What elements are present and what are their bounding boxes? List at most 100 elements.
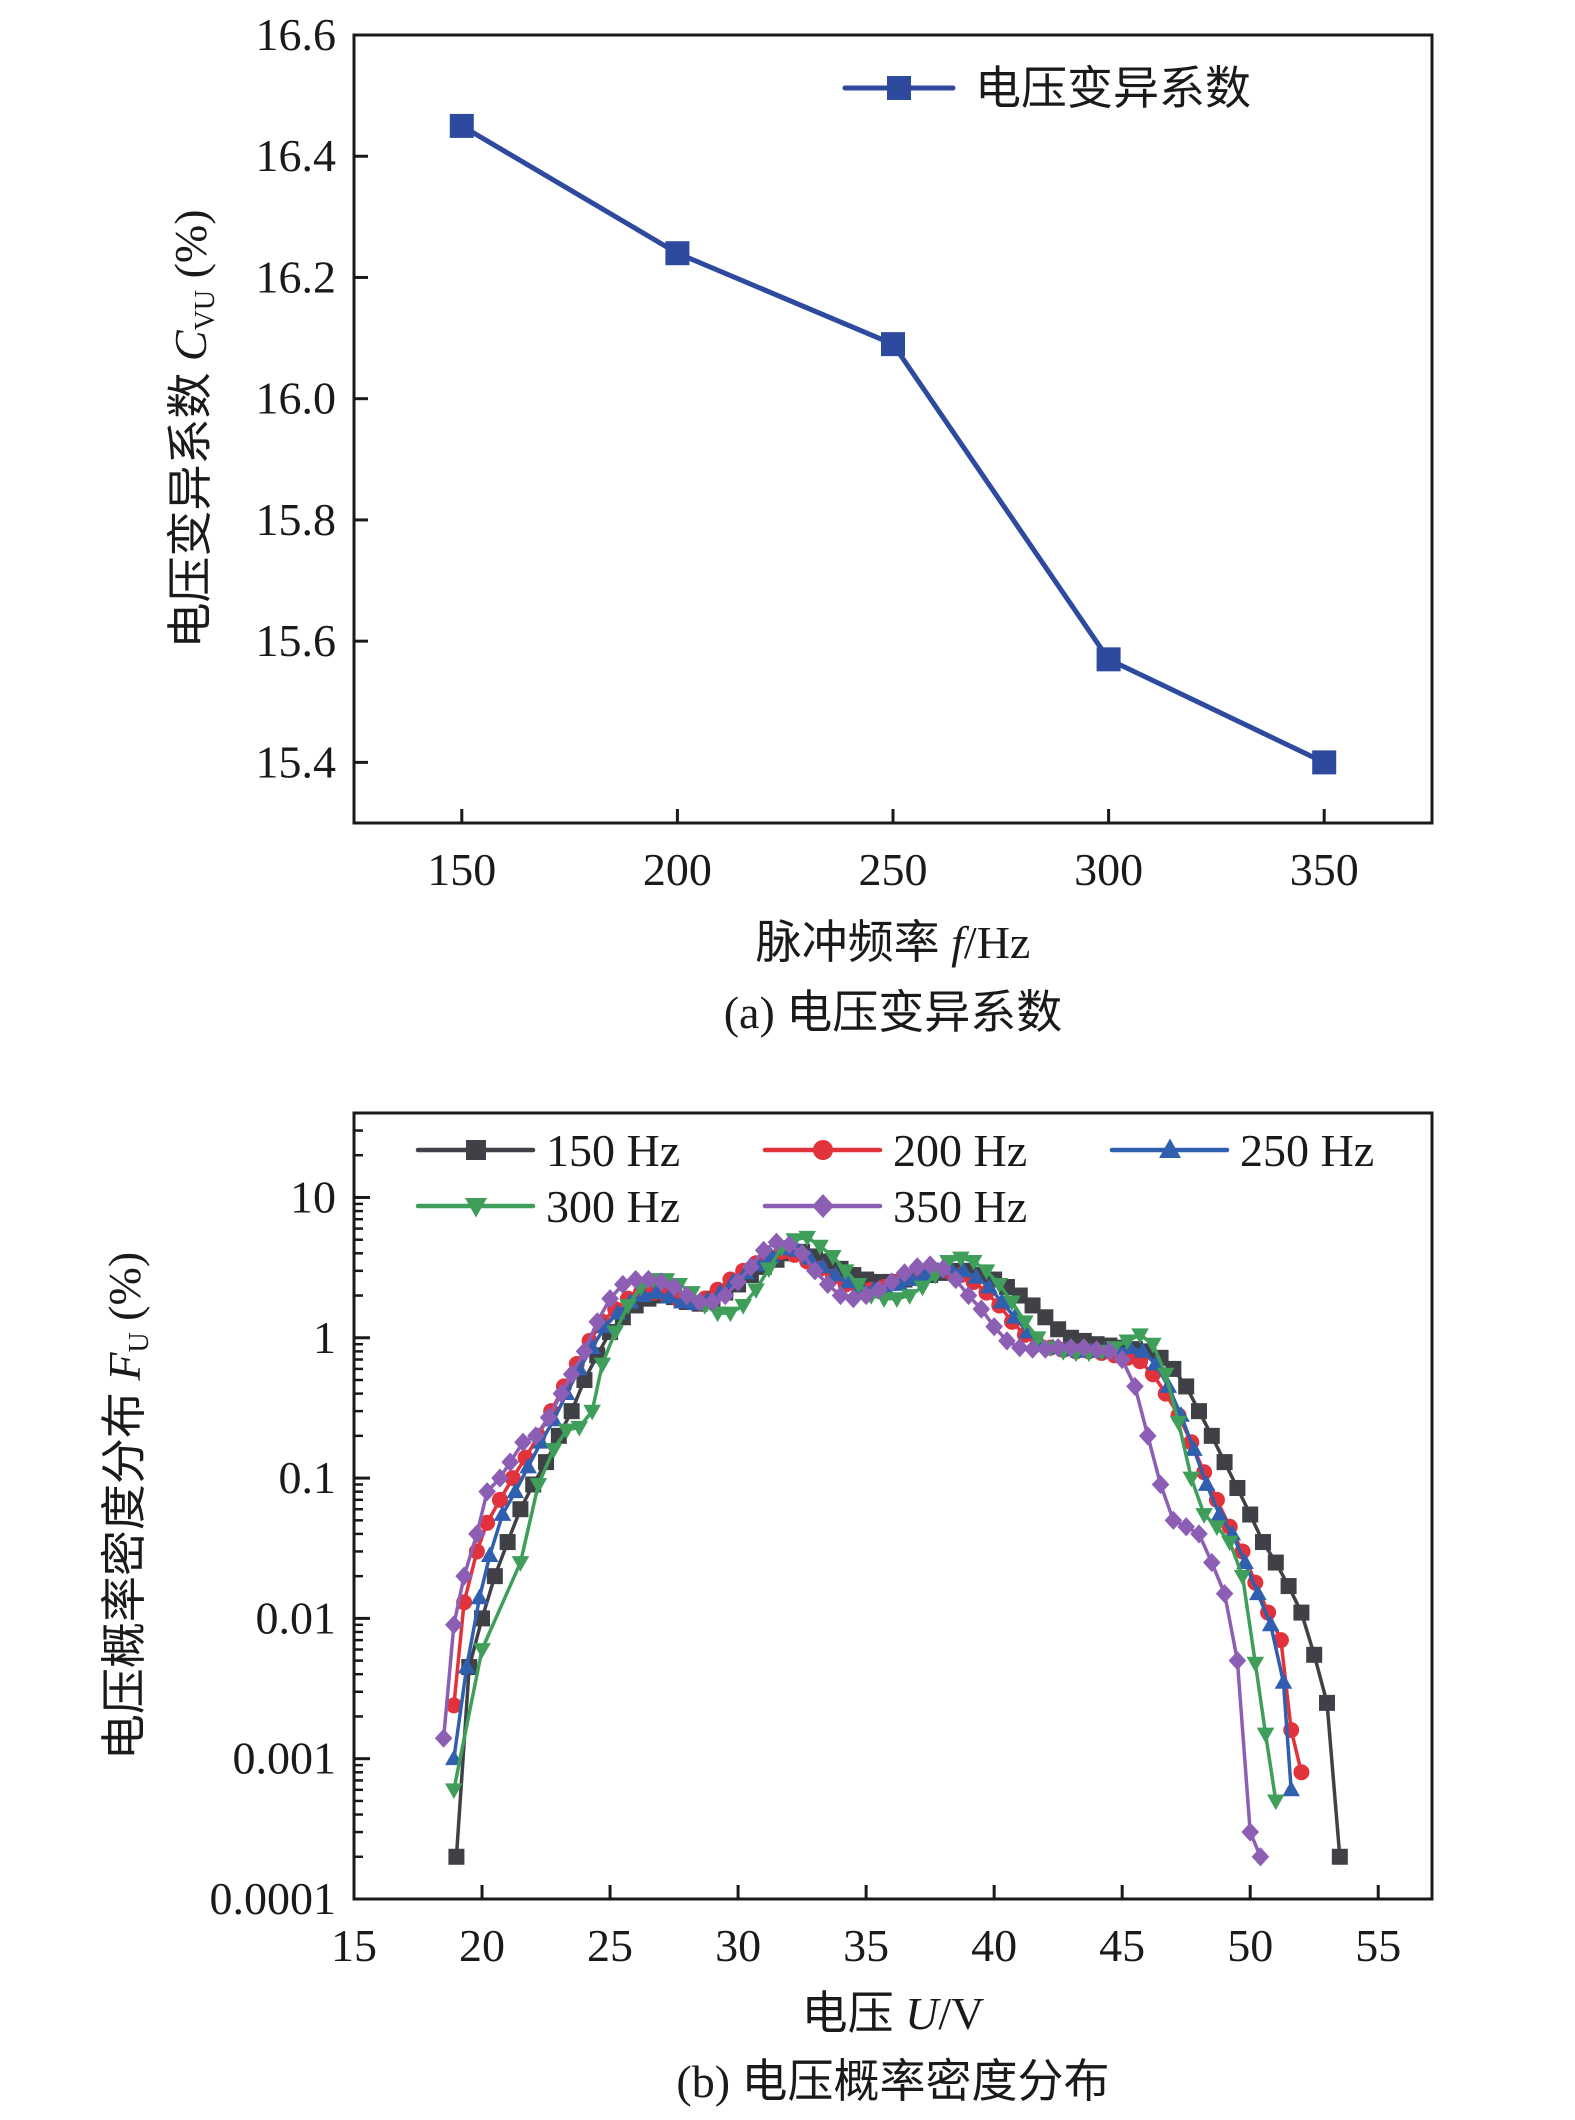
legend-item: 200 Hz [762, 1125, 1027, 1176]
data-point [512, 1501, 529, 1518]
data-point [511, 1556, 530, 1572]
data-point [665, 241, 690, 266]
y-tick-label: 15.6 [256, 615, 337, 666]
y-tick-label: 10 [290, 1171, 336, 1222]
data-point [939, 1255, 957, 1271]
data-point [614, 1274, 632, 1295]
data-point [690, 1292, 709, 1312]
data-point [1087, 1340, 1106, 1360]
data-point [493, 1505, 512, 1521]
series-line [452, 1235, 1278, 1802]
data-point [977, 1264, 996, 1281]
legend-label: 300 Hz [546, 1181, 680, 1232]
chart-b-y-axis-label: 电压概率密度分布 FU (%) [99, 1252, 155, 1760]
data-point [1036, 1339, 1055, 1359]
chart-a-frame [352, 33, 1434, 825]
data-point [844, 1289, 863, 1309]
data-point [946, 1269, 965, 1290]
data-point [606, 1325, 624, 1342]
data-point [583, 1404, 601, 1421]
data-point [457, 1657, 476, 1674]
legend-item: 350 Hz [762, 1181, 1027, 1232]
y-tick-label: 16.0 [256, 373, 337, 424]
data-point [1293, 1604, 1310, 1621]
chart-b-legend: 150 Hz 200 Hz 250 Hz 300 Hz 350 Hz [415, 1125, 1374, 1232]
x-tick-label: 45 [1099, 1920, 1145, 1971]
chart-a-y-axis-label: 电压变异系数 CVU (%) [165, 209, 221, 648]
data-point [1210, 1505, 1229, 1521]
data-point [1185, 1440, 1203, 1456]
y-label-text: 电压概率密度分布 [99, 1381, 150, 1761]
data-point [870, 1280, 888, 1300]
legend-marker-square [887, 76, 911, 100]
data-point [908, 1257, 927, 1277]
data-point [1274, 1673, 1293, 1689]
data-point [479, 1514, 496, 1531]
data-point [839, 1272, 857, 1289]
y-label-symbol: F [99, 1352, 150, 1382]
data-point [747, 1283, 765, 1299]
data-point [1293, 1764, 1310, 1781]
data-point [811, 1239, 829, 1256]
legend-label: 150 Hz [546, 1125, 680, 1176]
data-point [1261, 1615, 1280, 1632]
data-point [1306, 1646, 1323, 1663]
data-point [1256, 1727, 1275, 1744]
data-point [480, 1546, 499, 1563]
data-point [1133, 1342, 1152, 1358]
chart-a-series [449, 113, 1337, 775]
chart-a-caption: (a) 电压变异系数 [724, 987, 1063, 1038]
data-point [1016, 1315, 1034, 1331]
data-point [1062, 1338, 1080, 1358]
y-tick-label: 16.6 [256, 9, 337, 60]
data-point [1096, 647, 1121, 672]
chart-a: 15.4 15.6 15.8 16.0 16.2 16.4 16.6 150 200 250 30… [165, 9, 1434, 1038]
y-tick-label: 0.001 [233, 1733, 337, 1784]
data-point [1010, 1338, 1029, 1358]
data-point [729, 1272, 747, 1292]
y-tick-label: 15.4 [256, 736, 337, 787]
data-point [849, 1278, 868, 1294]
data-point [1249, 1584, 1267, 1601]
x-tick-label: 30 [715, 1920, 761, 1971]
chart-b-x-axis-label: 电压 U/V [802, 1988, 985, 2039]
data-point [1195, 1508, 1213, 1524]
data-point [1208, 1520, 1226, 1536]
data-point [1197, 1475, 1216, 1491]
data-point [434, 1728, 453, 1748]
data-point [1282, 1780, 1300, 1797]
y-label-symbol: C [165, 329, 216, 361]
data-point [826, 1265, 845, 1282]
legend-label: 电压变异系数 [975, 63, 1251, 114]
data-point [998, 1331, 1016, 1351]
data-point [634, 1286, 653, 1302]
data-point [672, 1292, 691, 1309]
legend-label: 350 Hz [893, 1181, 1027, 1232]
data-point [793, 1243, 811, 1263]
legend-item: 300 Hz [415, 1181, 680, 1232]
data-point [1255, 1534, 1272, 1551]
data-point [959, 1285, 978, 1306]
y-label-unit: (%) [99, 1252, 150, 1332]
data-point [1220, 1535, 1239, 1552]
data-point [1267, 1794, 1285, 1811]
data-point [1028, 1331, 1047, 1347]
data-point [964, 1255, 983, 1271]
x-label-unit: /V [938, 1988, 984, 2039]
data-point [913, 1280, 932, 1297]
y-label-subscript: U [124, 1332, 155, 1352]
x-tick-label: 20 [459, 1920, 505, 1971]
data-point [990, 1278, 1009, 1294]
data-point [798, 1230, 817, 1247]
series-200-Hz [445, 1243, 1310, 1781]
chart-a-x-ticks: 150 200 250 300 350 [427, 809, 1359, 895]
data-point [754, 1240, 773, 1260]
data-point [478, 1482, 496, 1502]
data-point [519, 1457, 537, 1474]
data-point [1190, 1524, 1208, 1544]
data-point [1151, 1474, 1170, 1495]
chart-a-legend: 电压变异系数 [842, 63, 1251, 114]
data-point [1228, 1651, 1247, 1671]
x-tick-label: 150 [427, 844, 496, 895]
chart-b: 0.0001 0.001 0.01 0.1 1 10 15 20 25 30 35 40 45 50 55… [99, 1111, 1434, 2107]
